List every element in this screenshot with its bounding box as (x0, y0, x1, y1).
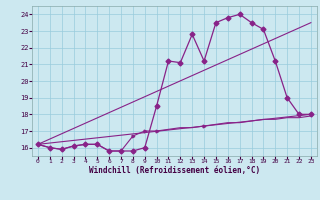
X-axis label: Windchill (Refroidissement éolien,°C): Windchill (Refroidissement éolien,°C) (89, 166, 260, 175)
